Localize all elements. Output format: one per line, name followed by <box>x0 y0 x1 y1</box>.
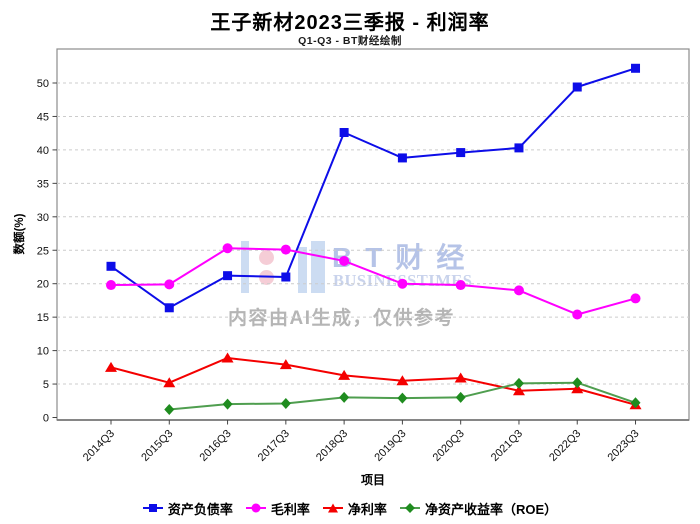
data-point-marker <box>281 272 291 282</box>
legend-marker-triangle-icon <box>322 503 343 513</box>
x-tick-label: 2023Q3 <box>605 428 641 464</box>
data-point-marker <box>397 392 408 404</box>
data-point-marker <box>280 244 291 255</box>
ai-generated-disclaimer: 内容由AI生成，仅供参考 <box>228 308 456 329</box>
legend-label: 资产负债率 <box>167 501 233 517</box>
legend-item-3: 净资产收益率（ROE） <box>399 499 558 518</box>
data-point-marker <box>396 375 409 386</box>
legend-marker-diamond-icon <box>399 503 420 513</box>
data-point-marker <box>164 303 174 313</box>
data-point-marker <box>223 271 233 281</box>
data-point-marker <box>456 148 466 158</box>
data-point-marker <box>222 243 233 254</box>
x-tick-label: 2014Q3 <box>81 428 117 464</box>
chart-subtitle: Q1-Q3 - BT财经绘制 <box>298 35 402 47</box>
data-point-marker <box>454 372 467 383</box>
triangle-icon <box>327 503 338 513</box>
legend-item-2: 净利率 <box>322 499 387 518</box>
data-point-marker <box>630 293 641 304</box>
x-tick-label: 2021Q3 <box>489 428 525 464</box>
chart-title: 王子新材2023三季报 - 利润率 <box>210 12 490 34</box>
logo-bar <box>298 247 307 293</box>
y-tick-label: 5 <box>43 379 49 391</box>
x-axis-label: 项目 <box>361 473 385 487</box>
data-point-marker <box>397 153 407 163</box>
logo-bar <box>241 241 249 293</box>
square-icon <box>148 504 157 512</box>
y-tick-label: 10 <box>37 346 49 358</box>
x-tick-label: 2017Q3 <box>256 428 292 464</box>
data-point-marker <box>106 280 116 291</box>
data-point-marker <box>222 398 233 410</box>
data-point-marker <box>164 403 175 415</box>
series-line-1 <box>110 247 636 316</box>
data-point-marker <box>630 397 641 409</box>
series-line-0 <box>110 67 636 309</box>
data-point-marker <box>221 352 234 363</box>
data-point-marker <box>512 385 525 396</box>
y-tick-label: 25 <box>37 245 49 257</box>
data-point-marker <box>572 309 583 320</box>
data-point-marker <box>571 383 584 394</box>
data-point-marker <box>513 377 524 389</box>
data-point-marker <box>514 143 524 153</box>
data-point-marker <box>339 391 350 403</box>
legend-item-1: 毛利率 <box>245 499 310 518</box>
legend-label: 净利率 <box>347 501 387 517</box>
logo-dot <box>259 250 274 265</box>
x-tick-label: 2018Q3 <box>314 428 350 464</box>
y-tick-label: 15 <box>37 312 49 324</box>
diamond-icon <box>404 503 415 513</box>
legend-label: 净资产收益率（ROE） <box>424 501 558 517</box>
legend-marker-square-icon <box>142 504 163 512</box>
x-tick-label: 2020Q3 <box>431 428 467 464</box>
x-tick-label: 2019Q3 <box>372 428 408 464</box>
x-tick-label: 2022Q3 <box>547 428 583 464</box>
y-tick-label: 35 <box>37 178 49 190</box>
data-point-marker <box>513 285 524 296</box>
plot-border <box>56 48 690 421</box>
data-point-marker <box>339 255 350 266</box>
data-point-marker <box>339 128 349 138</box>
y-tick-label: 50 <box>37 78 49 90</box>
data-point-marker <box>397 278 408 289</box>
legend-marker-circle-icon <box>245 503 266 513</box>
legend: 资产负债率 毛利率 净利率 净资产收益率（ROE） <box>0 496 700 520</box>
y-axis-label: 数额(%) <box>12 213 26 254</box>
data-point-marker <box>631 63 641 73</box>
data-point-marker <box>279 359 292 370</box>
y-tick-label: 30 <box>37 212 49 224</box>
y-tick-label: 40 <box>37 145 49 157</box>
data-point-marker <box>106 261 116 271</box>
circle-icon <box>251 503 261 513</box>
data-point-marker <box>163 377 176 388</box>
y-tick-label: 45 <box>37 111 49 123</box>
y-tick-label: 20 <box>37 279 49 291</box>
data-point-marker <box>338 369 351 380</box>
data-point-marker <box>455 391 466 403</box>
series-line-2 <box>110 356 636 406</box>
data-point-marker <box>105 361 117 372</box>
logo-bar <box>311 241 325 293</box>
x-tick-label: 2015Q3 <box>139 428 175 464</box>
data-point-marker <box>572 377 583 389</box>
data-point-marker <box>455 280 466 291</box>
watermark-brand-text: BT财经 <box>332 242 478 273</box>
legend-item-0: 资产负债率 <box>142 499 233 518</box>
y-tick-label: 0 <box>43 413 49 425</box>
data-point-marker <box>572 82 582 92</box>
legend-label: 毛利率 <box>270 501 310 517</box>
x-tick-label: 2016Q3 <box>198 428 234 464</box>
data-point-marker <box>164 279 175 290</box>
data-point-marker <box>280 397 291 409</box>
